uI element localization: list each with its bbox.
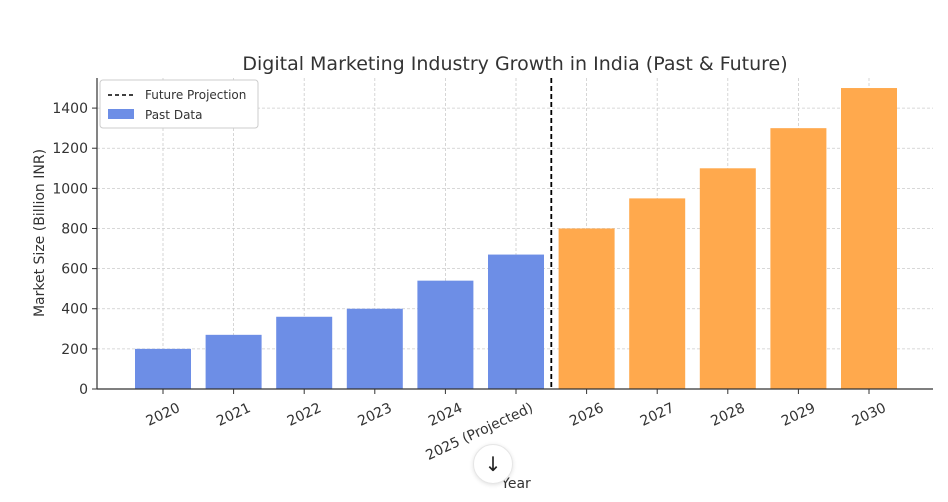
x-tick-label: 2024 — [426, 400, 465, 430]
legend-past-label: Past Data — [145, 108, 202, 122]
bar — [488, 254, 544, 389]
bars — [135, 88, 897, 389]
x-tick-label: 2026 — [567, 400, 606, 430]
x-tick-label: 2028 — [708, 400, 747, 430]
y-tick-label: 0 — [79, 382, 88, 398]
bar — [276, 316, 333, 389]
x-axis-label: Year — [500, 476, 531, 492]
bar — [629, 198, 686, 389]
x-tick-label: 2027 — [638, 400, 677, 430]
axes — [92, 78, 933, 394]
chart-title: Digital Marketing Industry Growth in Ind… — [242, 53, 787, 75]
y-tick-label: 400 — [61, 302, 88, 318]
legend-projection-label: Future Projection — [145, 88, 246, 102]
y-tick-label: 1000 — [52, 181, 88, 197]
arrow-down-icon: ↓ — [484, 452, 502, 476]
bar — [770, 128, 827, 389]
scroll-down-button[interactable]: ↓ — [473, 444, 513, 484]
y-tick-label: 600 — [61, 262, 88, 278]
bar — [346, 308, 403, 389]
x-tick-label: 2029 — [779, 400, 818, 430]
legend-past-swatch — [108, 109, 134, 119]
y-axis-label: Market Size (Billion INR) — [32, 149, 48, 317]
bar — [417, 280, 474, 389]
bar — [841, 88, 897, 389]
bar — [699, 168, 756, 389]
x-tick-label: 2022 — [285, 400, 324, 430]
y-tick-label: 200 — [61, 342, 88, 358]
bar — [558, 228, 615, 389]
bar — [135, 348, 191, 389]
x-tick-label: 2023 — [355, 400, 394, 430]
bar — [205, 334, 262, 389]
x-tick-label: 2030 — [850, 400, 889, 430]
y-tick-label: 1200 — [52, 141, 88, 157]
legend-box — [99, 79, 259, 129]
legend: Future Projection Past Data — [99, 79, 259, 129]
y-tick-label: 800 — [61, 221, 88, 237]
x-tick-label: 2021 — [214, 400, 253, 430]
x-tick-label: 2020 — [144, 400, 183, 430]
y-tick-label: 1400 — [52, 101, 88, 117]
